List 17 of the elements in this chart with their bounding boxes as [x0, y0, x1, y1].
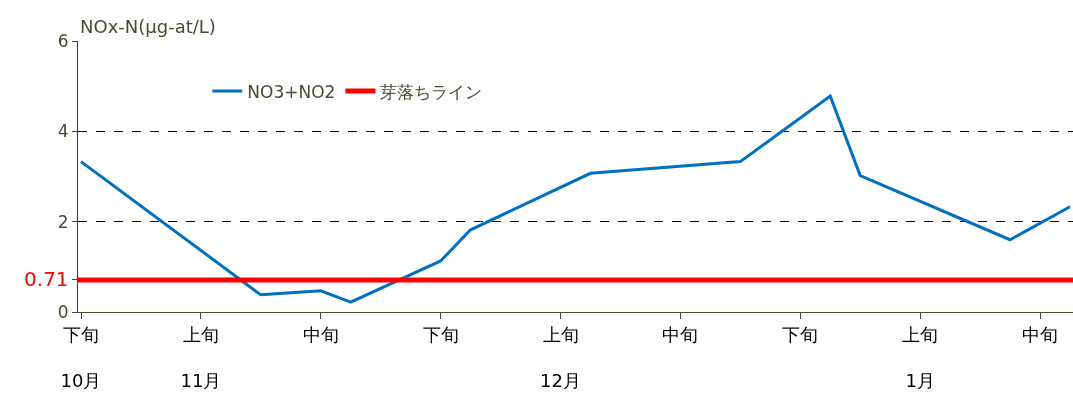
x-tick-label: 中旬: [302, 323, 339, 345]
y-tick-label: 0.71: [24, 266, 69, 291]
legend-label: NO3+NO2: [247, 81, 336, 102]
legend-label: 芽落ちライン: [380, 81, 483, 102]
category-label: 上旬 1月: [902, 323, 939, 392]
x-tick-label: 下旬: [422, 323, 459, 345]
category-label: 下旬 10月: [60, 323, 102, 392]
x-tick-label: 中旬: [1022, 323, 1059, 345]
y-tick-label: 6: [57, 30, 69, 51]
y-axis-title: NOx-N(μg-at/L): [80, 16, 216, 37]
category-label: 上旬 11月: [180, 323, 222, 392]
category-label: 上旬 12月: [540, 323, 581, 392]
y-tick-label: 4: [57, 121, 69, 142]
x-tick-label: 下旬: [782, 323, 819, 345]
y-tick-label: 2: [57, 211, 69, 232]
y-tick-label: 0: [57, 301, 69, 322]
x-tick-label: 中旬: [662, 323, 699, 345]
